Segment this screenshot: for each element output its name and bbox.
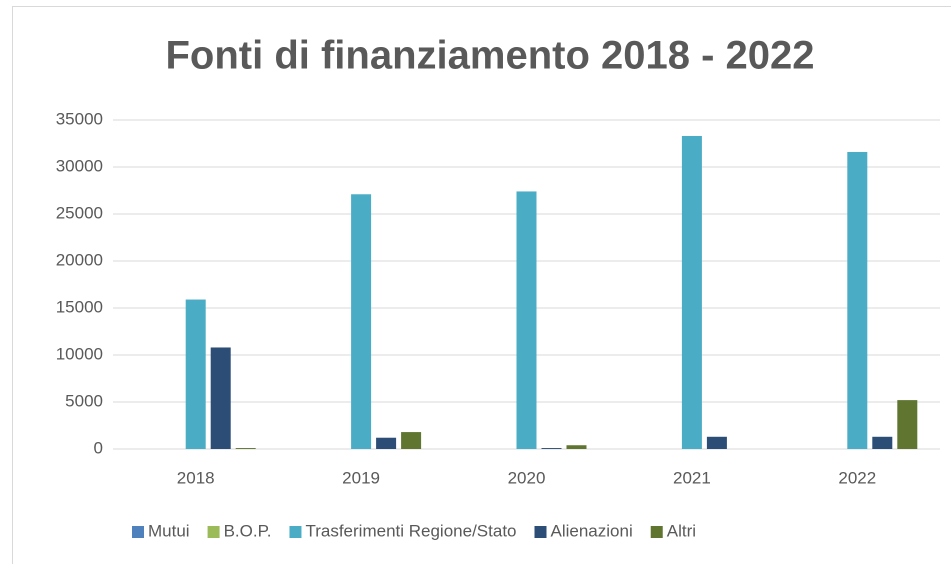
- bar: [516, 191, 537, 449]
- bar: [185, 299, 206, 449]
- y-tick-label: 0: [94, 438, 103, 457]
- bar: [351, 194, 372, 449]
- x-tick-label: 2022: [838, 468, 876, 487]
- y-tick-label: 5000: [65, 391, 103, 410]
- y-tick-label: 35000: [56, 109, 103, 128]
- x-tick-label: 2018: [177, 468, 215, 487]
- x-tick-label: 2021: [673, 468, 711, 487]
- bar: [566, 445, 587, 449]
- bar: [376, 437, 397, 449]
- legend-label: Mutui: [148, 521, 190, 540]
- legend-label: Trasferimenti Regione/Stato: [305, 521, 516, 540]
- y-tick-label: 10000: [56, 344, 103, 363]
- y-tick-label: 25000: [56, 203, 103, 222]
- legend-swatch: [650, 526, 663, 538]
- bar: [706, 436, 727, 449]
- legend-swatch: [289, 526, 302, 538]
- bar: [872, 436, 893, 449]
- bar: [401, 432, 422, 449]
- chart-title: Fonti di finanziamento 2018 - 2022: [165, 34, 814, 78]
- legend-swatch: [207, 526, 220, 538]
- y-tick-label: 30000: [56, 156, 103, 175]
- legend-label: Alienazioni: [551, 521, 633, 540]
- bar: [210, 347, 231, 449]
- bar: [897, 400, 918, 449]
- legend-label: B.O.P.: [224, 521, 272, 540]
- chart-frame: [12, 6, 951, 564]
- bar: [847, 151, 868, 449]
- bar: [681, 135, 702, 450]
- y-tick-label: 20000: [56, 250, 103, 269]
- x-tick-label: 2019: [342, 468, 380, 487]
- bar: [541, 448, 562, 449]
- bar: [235, 448, 256, 449]
- legend-swatch: [132, 526, 144, 538]
- y-tick-label: 15000: [56, 297, 103, 316]
- legend-swatch: [534, 526, 547, 538]
- legend-label: Altri: [667, 521, 696, 540]
- x-tick-label: 2020: [508, 468, 546, 487]
